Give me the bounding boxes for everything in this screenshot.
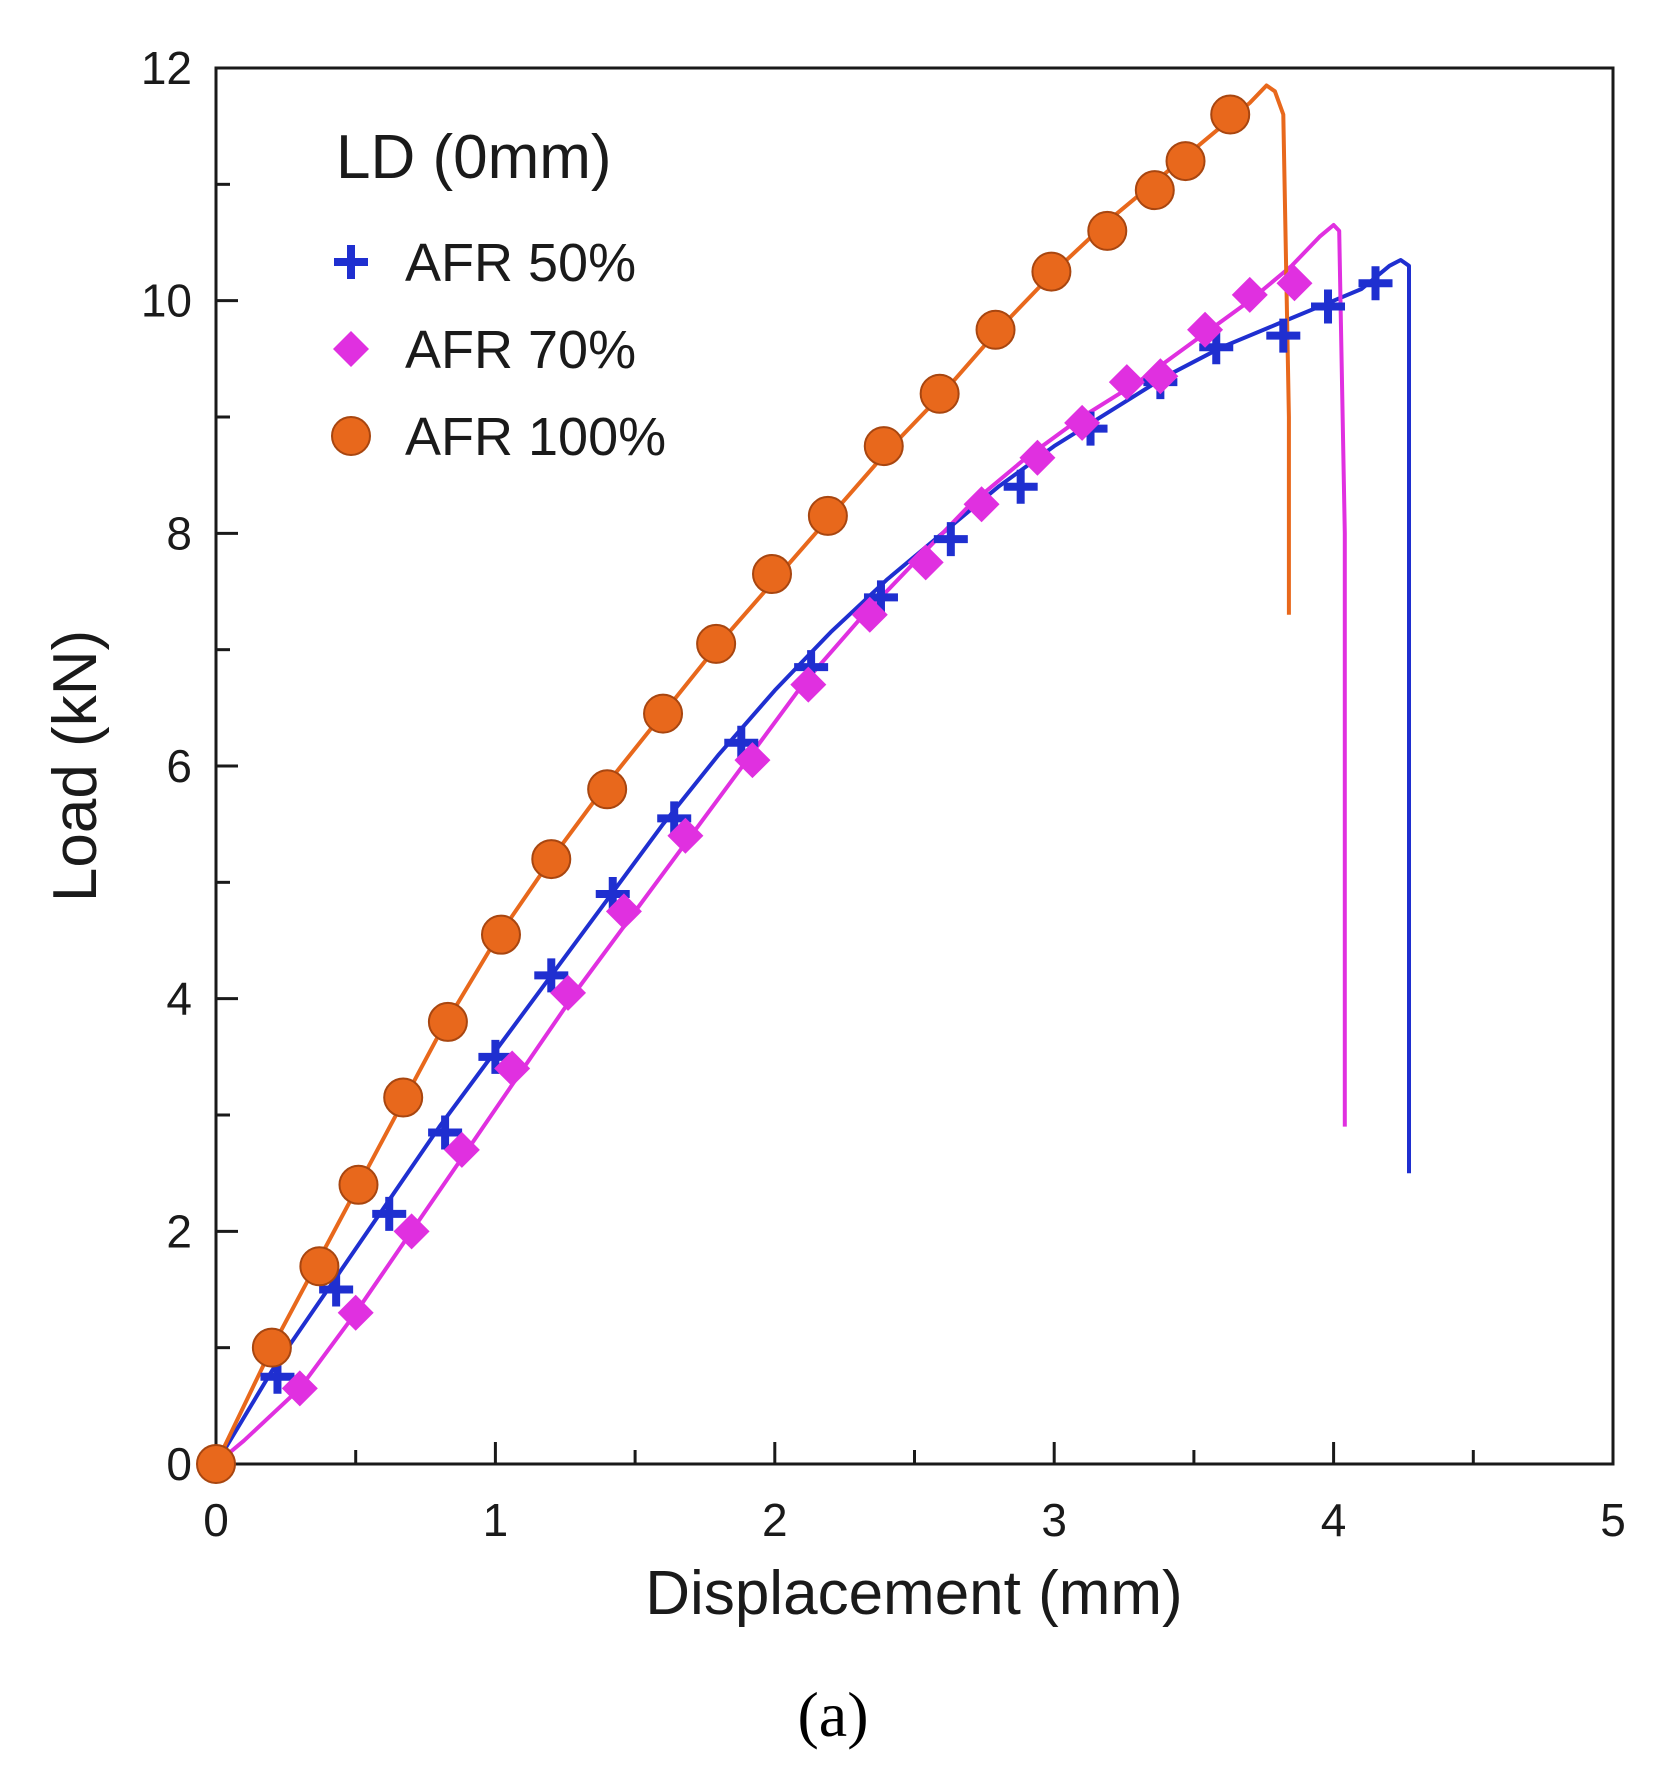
data-marker-3 <box>251 1327 292 1368</box>
data-marker-3 <box>480 914 521 955</box>
data-marker-3 <box>696 623 737 664</box>
data-marker-2 <box>790 666 827 703</box>
x-tick-label: 4 <box>1321 1494 1347 1546</box>
data-marker-2 <box>494 1050 531 1087</box>
data-marker-3 <box>643 693 684 734</box>
y-tick-label: 0 <box>166 1438 192 1490</box>
data-marker-2 <box>1142 358 1179 395</box>
data-marker-2 <box>667 817 704 854</box>
data-marker-1 <box>372 1196 407 1231</box>
x-tick-label: 3 <box>1041 1494 1067 1546</box>
series-lines <box>214 83 1411 1466</box>
data-marker-3 <box>975 309 1016 350</box>
data-marker-1 <box>1003 469 1038 504</box>
data-marker-3 <box>383 1077 424 1118</box>
data-marker-2 <box>281 1370 318 1407</box>
data-marker-3 <box>1165 141 1206 182</box>
data-marker-2 <box>1187 311 1224 348</box>
x-axis-title: Displacement (mm) <box>645 1559 1182 1628</box>
data-marker-2 <box>393 1213 430 1250</box>
data-marker-3 <box>299 1246 340 1287</box>
data-marker-3 <box>338 1164 379 1205</box>
y-tick-label: 10 <box>141 275 192 327</box>
x-tick-label: 1 <box>483 1494 509 1546</box>
legend-title: LD (0mm) <box>336 123 612 192</box>
data-marker-2 <box>337 1294 374 1331</box>
data-marker-2 <box>550 974 587 1011</box>
data-marker-2 <box>1064 404 1101 441</box>
data-marker-1 <box>933 522 968 557</box>
y-tick-label: 12 <box>141 42 192 94</box>
data-marker-3 <box>1210 94 1251 135</box>
data-marker-3 <box>863 426 904 467</box>
series-line-1 <box>214 258 1411 1466</box>
data-marker-2 <box>443 1131 480 1168</box>
legend-marker-2 <box>333 331 369 367</box>
data-marker-2 <box>734 742 771 779</box>
legend-label-3: AFR 100% <box>405 407 666 467</box>
y-axis-title: Load (kN) <box>41 630 110 902</box>
data-marker-2 <box>907 544 944 581</box>
data-marker-3 <box>196 1444 236 1484</box>
data-marker-1 <box>1311 289 1346 324</box>
data-marker-3 <box>531 839 572 880</box>
data-marker-1 <box>1358 266 1393 301</box>
data-marker-3 <box>1134 170 1175 211</box>
y-tick-label: 2 <box>166 1205 192 1257</box>
legend-label-1: AFR 50% <box>405 233 636 293</box>
data-marker-1 <box>428 1115 463 1150</box>
data-marker-1 <box>1266 318 1301 353</box>
data-marker-2 <box>605 893 642 930</box>
data-marker-2 <box>1019 439 1056 476</box>
data-marker-3 <box>919 373 960 414</box>
legend-marker-3 <box>331 416 371 456</box>
data-marker-3 <box>587 769 628 810</box>
data-marker-3 <box>1031 251 1072 292</box>
series-line-2 <box>214 223 1347 1466</box>
y-tick-label: 4 <box>166 973 192 1025</box>
x-tick-label: 0 <box>203 1494 229 1546</box>
y-tick-label: 8 <box>166 507 192 559</box>
legend-label-2: AFR 70% <box>405 320 636 380</box>
data-marker-3 <box>752 554 793 595</box>
data-marker-1 <box>319 1272 354 1307</box>
y-tick-label: 6 <box>166 740 192 792</box>
data-marker-2 <box>851 596 888 633</box>
x-tick-label: 2 <box>762 1494 788 1546</box>
figure-caption: (a) <box>797 1679 868 1750</box>
data-marker-2 <box>1231 276 1268 313</box>
legend-marker-1 <box>334 245 368 279</box>
data-marker-1 <box>534 958 569 993</box>
x-tick-label: 5 <box>1600 1494 1626 1546</box>
data-marker-2 <box>1108 364 1145 401</box>
data-marker-3 <box>427 1001 468 1042</box>
data-marker-2 <box>963 486 1000 523</box>
legend-entries: AFR 50% AFR 70% AFR 100% <box>331 233 666 467</box>
data-marker-2 <box>1276 265 1313 302</box>
series-markers <box>196 94 1393 1484</box>
data-marker-3 <box>807 495 848 536</box>
legend: LD (0mm) AFR 50% AFR 70% AFR 100% <box>331 123 666 467</box>
data-marker-3 <box>1087 210 1128 251</box>
